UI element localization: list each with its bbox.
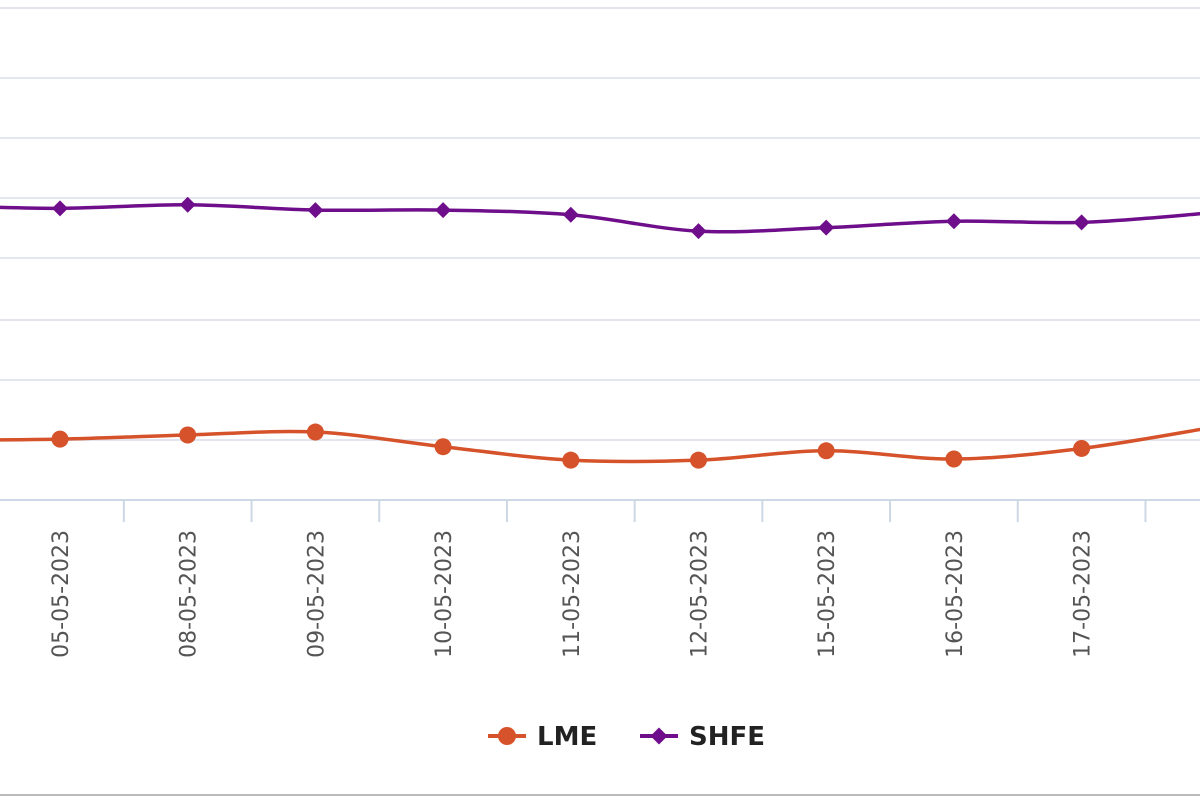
legend-label: SHFE [689, 722, 765, 752]
legend[interactable]: LME SHFE [488, 722, 765, 752]
legend-label: LME [537, 722, 597, 752]
lme-point[interactable] [179, 426, 197, 444]
shfe-point[interactable] [945, 213, 962, 230]
legend-marker [498, 727, 516, 745]
shfe-point[interactable] [690, 223, 707, 240]
lme-point[interactable] [1073, 439, 1091, 457]
legend-marker [650, 727, 668, 745]
x-tick-label: 08-05-2023 [177, 530, 202, 658]
lme-point[interactable] [562, 451, 580, 469]
x-axis: 05-05-2023 08-05-2023 09-05-2023 10-05-2023… [0, 499, 1200, 658]
shfe-point[interactable] [52, 200, 68, 217]
shfe-point[interactable] [818, 219, 835, 236]
shfe-point[interactable] [307, 202, 324, 219]
x-tick-label: 11-05-2023 [560, 530, 585, 658]
series-layer [0, 196, 1200, 469]
x-tick-label: 10-05-2023 [432, 530, 457, 658]
lme-point[interactable] [434, 438, 452, 456]
shfe-point[interactable] [562, 206, 579, 223]
x-tick-label: 12-05-2023 [688, 530, 713, 658]
lme-point[interactable] [945, 450, 963, 468]
legend-item-lme[interactable]: LME [488, 722, 597, 752]
shfe-line [0, 203, 1200, 234]
shfe-point[interactable] [1073, 214, 1090, 231]
x-tick-label: 05-05-2023 [49, 530, 74, 658]
x-tick-label: 16-05-2023 [943, 530, 968, 658]
x-tick-label: 09-05-2023 [304, 530, 329, 658]
legend-item-shfe[interactable]: SHFE [640, 722, 765, 752]
gridlines [0, 7, 1200, 441]
lme-point[interactable] [306, 423, 324, 441]
lme-point[interactable] [51, 430, 69, 448]
x-tick-label: 15-05-2023 [815, 530, 840, 658]
lme-point[interactable] [690, 451, 707, 469]
shfe-point[interactable] [435, 202, 452, 219]
x-tick-label: 17-05-2023 [1071, 530, 1096, 658]
lme-point[interactable] [817, 442, 835, 460]
shfe-point[interactable] [179, 196, 196, 213]
